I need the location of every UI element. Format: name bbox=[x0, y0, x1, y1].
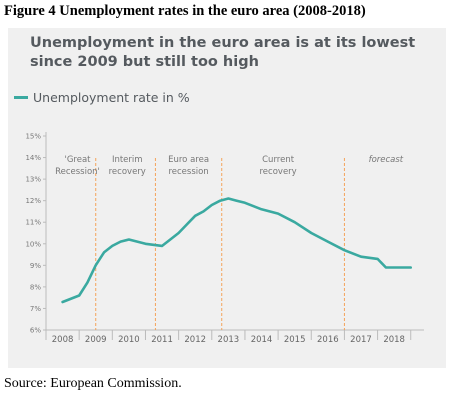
data-point bbox=[211, 204, 213, 206]
data-point bbox=[310, 232, 313, 234]
data-point bbox=[293, 221, 296, 223]
data-point bbox=[61, 301, 64, 303]
x-tick-label: 2016 bbox=[317, 335, 339, 345]
data-point bbox=[103, 251, 105, 254]
data-point bbox=[94, 264, 97, 267]
x-tick-label: 2014 bbox=[251, 335, 273, 345]
data-point bbox=[260, 208, 263, 211]
period-label: Recession' bbox=[55, 167, 100, 177]
x-tick-label: 2010 bbox=[118, 335, 140, 345]
y-tick-label: 15% bbox=[25, 133, 41, 141]
data-point bbox=[360, 255, 362, 258]
period-label: Current bbox=[262, 155, 295, 165]
data-point bbox=[186, 223, 188, 226]
line-chart: 6% 7% 8% 9% 10% 11% 12% 13% 14% 15% 2008 2009 2010 20… bbox=[25, 132, 424, 345]
x-tick-label: 2009 bbox=[85, 335, 107, 345]
data-point bbox=[219, 199, 221, 202]
data-point bbox=[327, 240, 329, 243]
data-point bbox=[385, 266, 387, 269]
data-point bbox=[194, 215, 196, 217]
x-tick-label: 2008 bbox=[52, 335, 74, 345]
legend-label: Unemployment rate in % bbox=[33, 90, 190, 105]
data-point bbox=[111, 245, 114, 247]
period-label: Interim bbox=[112, 155, 143, 165]
data-point bbox=[235, 199, 238, 202]
data-point bbox=[277, 212, 279, 215]
x-tick-label: 2013 bbox=[218, 335, 240, 345]
x-tick-label: 2015 bbox=[284, 335, 306, 345]
unemployment-rate-line bbox=[61, 197, 413, 304]
x-tick-label: 2012 bbox=[184, 335, 206, 345]
x-tick-label: 2018 bbox=[383, 335, 405, 345]
chart-title: Unemployment in the euro area is at its … bbox=[30, 35, 416, 70]
data-point bbox=[393, 266, 396, 269]
data-point bbox=[144, 243, 147, 245]
data-point bbox=[202, 210, 205, 213]
data-point bbox=[78, 294, 80, 297]
data-point bbox=[119, 240, 122, 243]
y-tick-label: 11% bbox=[25, 219, 41, 227]
period-label: forecast bbox=[369, 155, 404, 165]
source-note: Source: European Commission. bbox=[4, 376, 182, 391]
x-tick-label: 2011 bbox=[151, 335, 173, 345]
data-point bbox=[227, 197, 230, 200]
data-point bbox=[161, 245, 163, 247]
period-label: 'Great bbox=[64, 155, 91, 165]
y-tick-label: 8% bbox=[30, 283, 41, 291]
data-point bbox=[343, 249, 346, 251]
legend: Unemployment rate in % bbox=[14, 90, 190, 105]
y-tick-label: 10% bbox=[25, 240, 41, 248]
period-label: recession bbox=[168, 167, 208, 177]
data-point bbox=[376, 258, 379, 260]
data-point bbox=[177, 232, 180, 234]
y-tick-label: 12% bbox=[25, 197, 41, 205]
chart-panel: Unemployment in the euro area is at its … bbox=[8, 28, 446, 368]
figure-caption: Figure 4 Unemployment rates in the euro … bbox=[4, 3, 366, 19]
y-tick-label: 6% bbox=[30, 327, 41, 335]
period-label: Euro area bbox=[168, 155, 209, 165]
legend-swatch bbox=[14, 96, 28, 99]
data-point bbox=[128, 238, 130, 241]
period-label: recovery bbox=[260, 167, 297, 177]
y-tick-label: 13% bbox=[25, 176, 41, 184]
y-tick-label: 14% bbox=[25, 154, 41, 162]
data-point bbox=[169, 238, 172, 241]
data-point bbox=[86, 281, 89, 284]
x-tick-label: 2017 bbox=[350, 335, 372, 345]
data-point bbox=[244, 202, 246, 204]
y-tick-label: 7% bbox=[30, 305, 41, 313]
period-label: recovery bbox=[109, 167, 146, 177]
data-point bbox=[409, 266, 412, 269]
y-tick-label: 9% bbox=[30, 262, 41, 270]
